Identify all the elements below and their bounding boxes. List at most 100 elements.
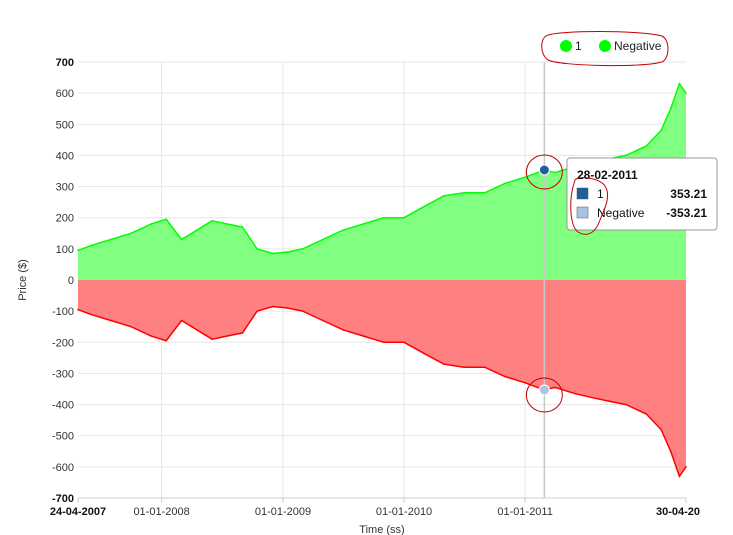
data-point [130,325,132,328]
data-point [645,145,647,147]
highlight-annotation [525,377,563,413]
data-point [130,232,132,235]
y-tick-label: 400 [56,150,74,162]
data-point [271,252,274,255]
y-tick-label: -300 [52,368,74,380]
data-point [362,223,365,225]
x-tick-label: 01-01-2011 [497,506,552,518]
data-point [422,206,425,208]
data-point [165,339,168,342]
data-point [190,232,193,235]
x-tick-label: 01-01-2010 [376,506,432,518]
y-tick-label: 500 [56,119,74,131]
tooltip-box [566,157,718,231]
data-point [256,310,258,312]
legend-symbol [599,40,611,52]
data-point [165,218,168,221]
data-point [180,319,183,322]
data-point [321,238,324,241]
data-point [554,171,556,174]
data-point [342,229,344,231]
y-tick-label: 100 [56,244,74,256]
x-axis: 24-04-2007 01-01-2008 01-01-2009 01-01-2010… [50,497,700,518]
y-tick-label: -200 [52,337,74,349]
legend-label: 1 [575,39,582,53]
tooltip-swatch [576,187,589,200]
data-point [225,223,228,225]
data-point [443,363,445,365]
data-point [321,319,324,322]
data-point [504,182,506,185]
legend-annotation [541,31,669,67]
tooltip: 28-02-2011 1 353.21 Negative -353.21 [566,157,718,235]
series-area-0 [78,83,686,280]
data-point [271,305,274,308]
legend: 1 Negative [541,31,669,67]
data-point [685,466,687,468]
data-point [110,238,112,241]
data-point [150,223,153,225]
data-point [625,403,627,406]
data-point [190,325,193,328]
tooltip-value: 353.21 [670,187,707,201]
tooltip-series-label: 1 [597,187,604,201]
data-point [594,397,597,400]
data-point [483,192,486,194]
data-point [150,335,153,337]
data-point [77,308,79,311]
y-tick-label: -700 [52,493,74,505]
y-axis-title: Price ($) [17,259,29,301]
x-axis-title: Time (ss) [359,524,404,535]
tooltip-series-label: Negative [597,206,645,220]
data-point [241,226,244,228]
data-point [554,386,556,389]
series-layer [77,82,687,478]
legend-item[interactable]: Negative [599,39,662,53]
data-point [383,341,385,344]
data-point [301,310,304,312]
data-point [110,319,112,322]
y-tick-label: -500 [52,431,74,443]
data-point [301,248,304,250]
data-point [504,375,506,378]
data-point [625,154,627,157]
data-point [211,338,213,340]
tooltip-title: 28-02-2011 [577,168,638,182]
data-point [403,341,405,344]
data-point [645,413,647,415]
data-point [463,366,465,369]
y-tick-label: 0 [68,275,74,287]
x-tick-label: 01-01-2008 [133,506,189,518]
legend-label: Negative [614,39,662,53]
data-point [342,329,344,331]
data-point [660,428,662,431]
data-point [286,307,289,309]
y-tick-label: -100 [52,306,74,318]
data-point [89,313,92,316]
data-point [241,332,244,334]
data-point [286,251,289,253]
legend-item[interactable]: 1 [560,39,582,53]
y-tick-label: 700 [56,57,74,69]
crosshair-layer [525,62,563,498]
hover-marker [538,384,550,396]
x-tick-label: 30-04-20 [656,506,700,518]
hover-marker [538,164,550,176]
data-point [685,92,687,94]
data-point [669,107,672,110]
data-point [669,450,672,453]
data-point [256,248,258,250]
data-point [89,244,92,247]
data-point [403,216,405,219]
data-point [574,392,577,395]
y-axis: 700 600 500 400 300 200 100 0 -100 -200 -300 -400 -5… [52,57,74,505]
tooltip-value: -353.21 [666,206,707,220]
y-tick-label: -600 [52,462,74,474]
data-point [180,238,183,241]
data-point [609,400,612,403]
y-tick-label: -400 [52,400,74,412]
x-tick-label: 01-01-2009 [255,506,311,518]
highlight-annotation [570,177,609,235]
x-tick-label: 24-04-2007 [50,506,106,518]
